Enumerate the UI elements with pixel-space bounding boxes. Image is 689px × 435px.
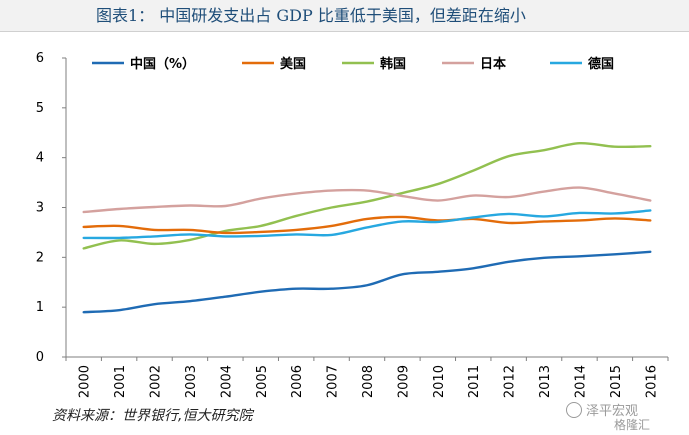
x-tick-label: 2009 [396,365,411,398]
source-note: 资料来源：世界银行,恒大研究院 [52,408,253,424]
watermark-line-2: 格隆汇 [614,418,651,432]
axes: 0 1 2 3 4 5 6 2000 2001 2002 2003 2004 2005 2006 2007 2… [36,51,669,398]
x-tick-label: 2015 [609,365,624,398]
legend: 中国（%） 美国 韩国 日本 德国 [92,56,614,72]
x-tick-label: 2004 [219,365,234,398]
y-tick-label: 3 [36,201,44,216]
legend-label: 中国（%） [130,56,195,72]
series-line [82,250,652,314]
x-tick-label: 2007 [326,365,341,398]
y-tick-label: 2 [36,250,44,265]
x-tick-label: 2010 [432,365,447,398]
y-tick-label: 1 [36,300,44,315]
chart-title: 图表1： 中国研发支出占 GDP 比重低于美国，但差距在缩小 [0,0,689,32]
series-lines [82,141,652,314]
y-tick-label: 6 [36,51,44,66]
legend-label: 韩国 [380,56,406,72]
y-tick-label: 4 [36,151,44,166]
series-line [82,215,652,235]
x-tick-label: 2000 [78,365,93,398]
x-tick-label: 2005 [255,365,270,398]
x-tick-label: 2008 [361,365,376,398]
x-tick-label: 2003 [184,365,199,398]
y-tick-label: 0 [36,350,44,365]
x-tick-label: 2013 [538,365,553,398]
x-tick-label: 2006 [290,365,305,398]
legend-label: 德国 [588,56,614,72]
series-line [82,209,652,240]
x-tick-label: 2012 [503,365,518,398]
series-line [82,186,652,214]
y-tick-label: 5 [36,101,44,116]
x-tick-label: 2011 [467,365,482,398]
legend-label: 美国 [280,56,306,72]
wechat-icon [566,402,582,418]
x-tick-label: 2002 [149,365,164,398]
x-tick-label: 2014 [573,365,588,398]
watermark-line-1: 泽平宏观 [586,404,639,419]
x-tick-label: 2016 [644,365,659,398]
x-tick-label: 2001 [113,365,128,398]
series-line [82,141,652,250]
legend-label: 日本 [480,56,506,72]
line-chart: 0 1 2 3 4 5 6 2000 2001 2002 2003 2004 2005 2006 2007 2… [36,51,669,398]
